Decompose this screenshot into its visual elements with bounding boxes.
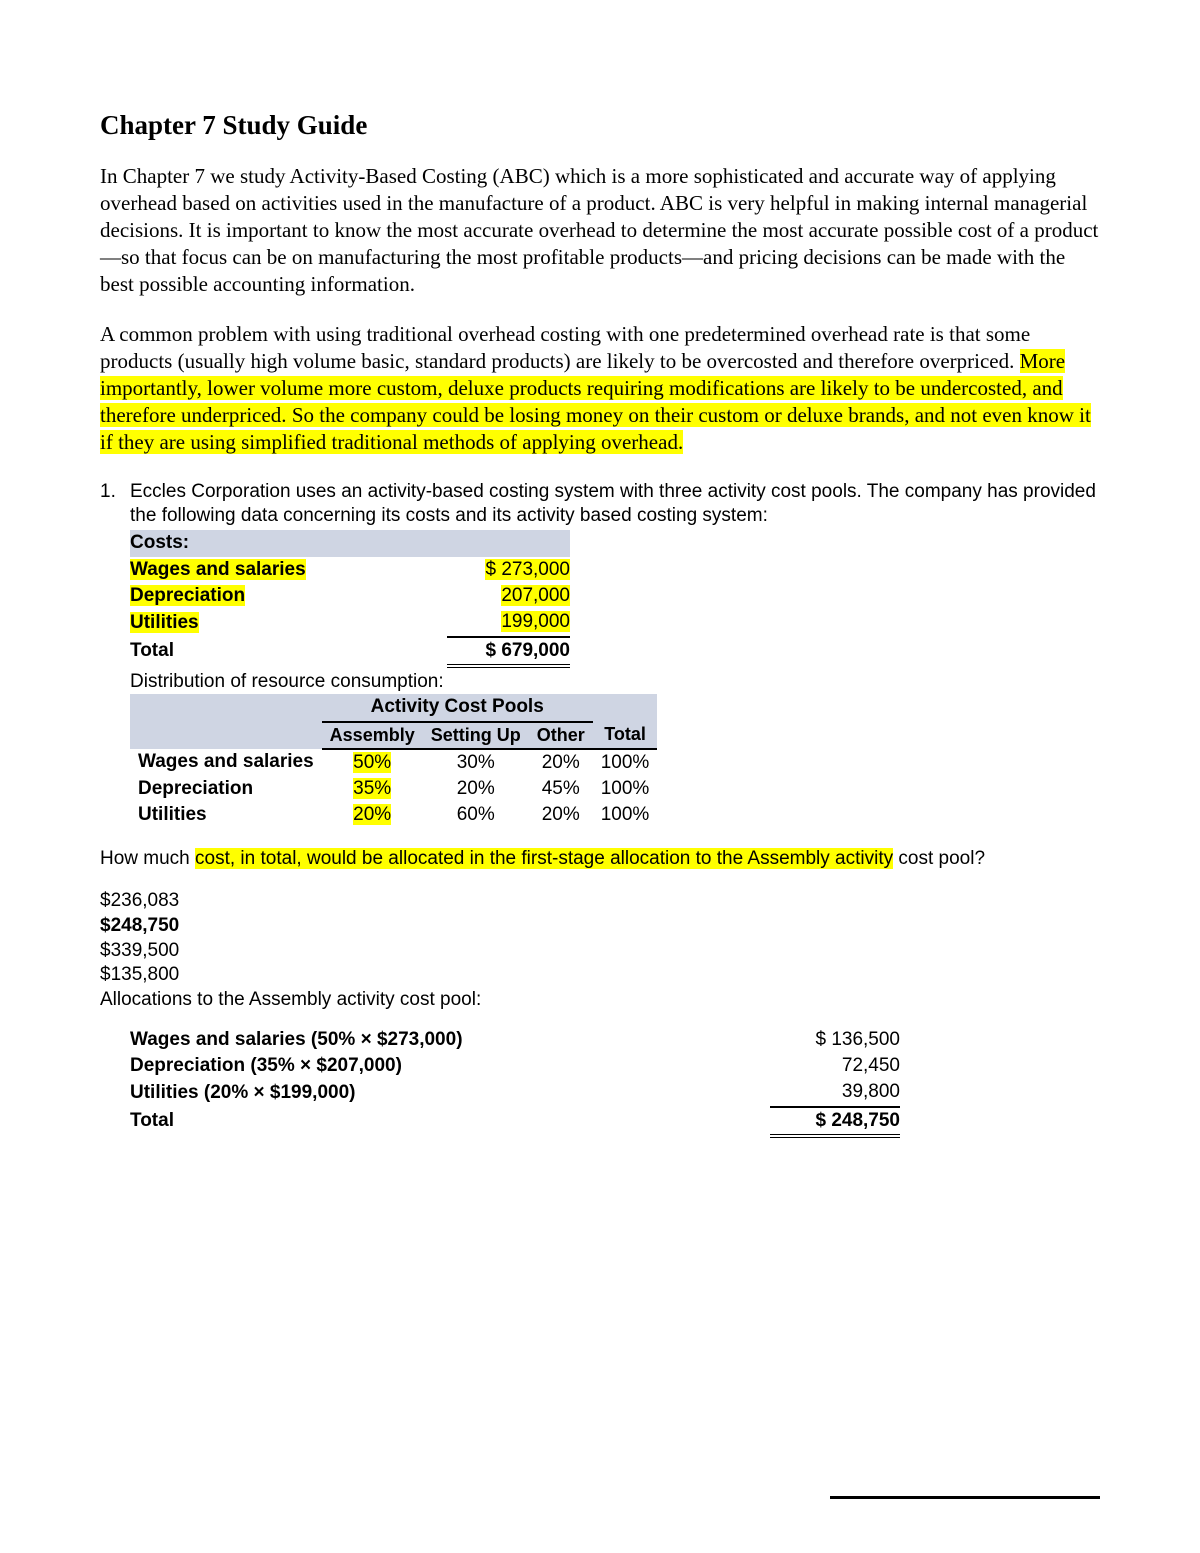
- costs-util-val: 199,000: [501, 611, 570, 632]
- costs-header: Costs:: [130, 530, 570, 556]
- dist-cell: 60%: [423, 802, 529, 828]
- costs-util-label: Utilities: [130, 612, 199, 633]
- question-number: 1.: [100, 480, 130, 529]
- allocation-table: Wages and salaries (50% × $273,000) $ 13…: [130, 1027, 900, 1138]
- dist-cell: 100%: [593, 802, 658, 828]
- alloc-wages-label: Wages and salaries (50% × $273,000): [130, 1027, 770, 1053]
- page-footer-bar: [830, 1496, 1100, 1499]
- dist-cell: 30%: [423, 749, 529, 776]
- answer-options: $236,083 $248,750 $339,500 $135,800 Allo…: [100, 889, 1100, 1012]
- dist-cell: 50%: [353, 752, 391, 773]
- question-prompt: How much cost, in total, would be alloca…: [100, 847, 1100, 872]
- question-b: cost pool?: [893, 848, 985, 869]
- dist-cell: 20%: [529, 802, 593, 828]
- alloc-util-val: 39,800: [770, 1079, 900, 1106]
- costs-total-label: Total: [130, 637, 447, 666]
- document-page: Chapter 7 Study Guide In Chapter 7 we st…: [0, 0, 1200, 1553]
- para2-plain-a: A common problem with using traditional …: [100, 322, 1030, 373]
- dist-cell: 20%: [423, 776, 529, 802]
- dist-cell: 45%: [529, 776, 593, 802]
- dist-row-label: Wages and salaries: [130, 749, 322, 776]
- question-highlight: cost, in total, would be allocated in th…: [195, 848, 893, 869]
- dist-row-wages: Wages and salaries 50% 30% 20% 100%: [130, 749, 657, 776]
- dist-col-setting: Setting Up: [423, 722, 529, 749]
- dist-col-total: Total: [593, 722, 658, 749]
- alloc-dep-val: 72,450: [770, 1053, 900, 1079]
- dist-row-label: Utilities: [130, 802, 322, 828]
- dist-col-other: Other: [529, 722, 593, 749]
- costs-wages-label: Wages and salaries: [130, 559, 306, 580]
- dist-row-util: Utilities 20% 60% 20% 100%: [130, 802, 657, 828]
- intro-paragraph-2: A common problem with using traditional …: [100, 321, 1100, 455]
- dist-cell: 100%: [593, 776, 658, 802]
- costs-dep-val: 207,000: [501, 585, 570, 606]
- costs-wages-val: $ 273,000: [485, 559, 570, 580]
- page-title: Chapter 7 Study Guide: [100, 110, 1100, 141]
- intro-paragraph-1: In Chapter 7 we study Activity-Based Cos…: [100, 163, 1100, 297]
- costs-dep-label: Depreciation: [130, 585, 245, 606]
- dist-pools-header: Activity Cost Pools: [322, 694, 593, 721]
- question-a: How much: [100, 848, 195, 869]
- alloc-total-label: Total: [130, 1107, 770, 1136]
- answer-b: $248,750: [100, 914, 1100, 939]
- alloc-wages-val: $ 136,500: [770, 1027, 900, 1053]
- dist-row-dep: Depreciation 35% 20% 45% 100%: [130, 776, 657, 802]
- alloc-dep-label: Depreciation (35% × $207,000): [130, 1053, 770, 1079]
- question-1-block: 1. Eccles Corporation uses an activity-b…: [100, 480, 1100, 1138]
- question-1-header: 1. Eccles Corporation uses an activity-b…: [100, 480, 1100, 529]
- costs-table: Costs: Wages and salaries $ 273,000 Depr…: [130, 530, 570, 668]
- answer-c: $339,500: [100, 939, 1100, 964]
- dist-cell: 20%: [529, 749, 593, 776]
- alloc-util-label: Utilities (20% × $199,000): [130, 1079, 770, 1106]
- alloc-caption: Allocations to the Assembly activity cos…: [100, 988, 1100, 1013]
- answer-d: $135,800: [100, 963, 1100, 988]
- answer-a: $236,083: [100, 889, 1100, 914]
- alloc-total-val: $ 248,750: [770, 1107, 900, 1136]
- dist-row-label: Depreciation: [130, 776, 322, 802]
- costs-total-val: $ 679,000: [447, 637, 570, 666]
- dist-cell: 20%: [353, 804, 391, 825]
- question-text: Eccles Corporation uses an activity-base…: [130, 480, 1100, 529]
- dist-cell: 35%: [353, 778, 391, 799]
- distribution-table: Activity Cost Pools Assembly Setting Up …: [130, 694, 657, 828]
- dist-caption: Distribution of resource consumption:: [130, 670, 1100, 694]
- dist-cell: 100%: [593, 749, 658, 776]
- dist-col-assembly: Assembly: [322, 722, 423, 749]
